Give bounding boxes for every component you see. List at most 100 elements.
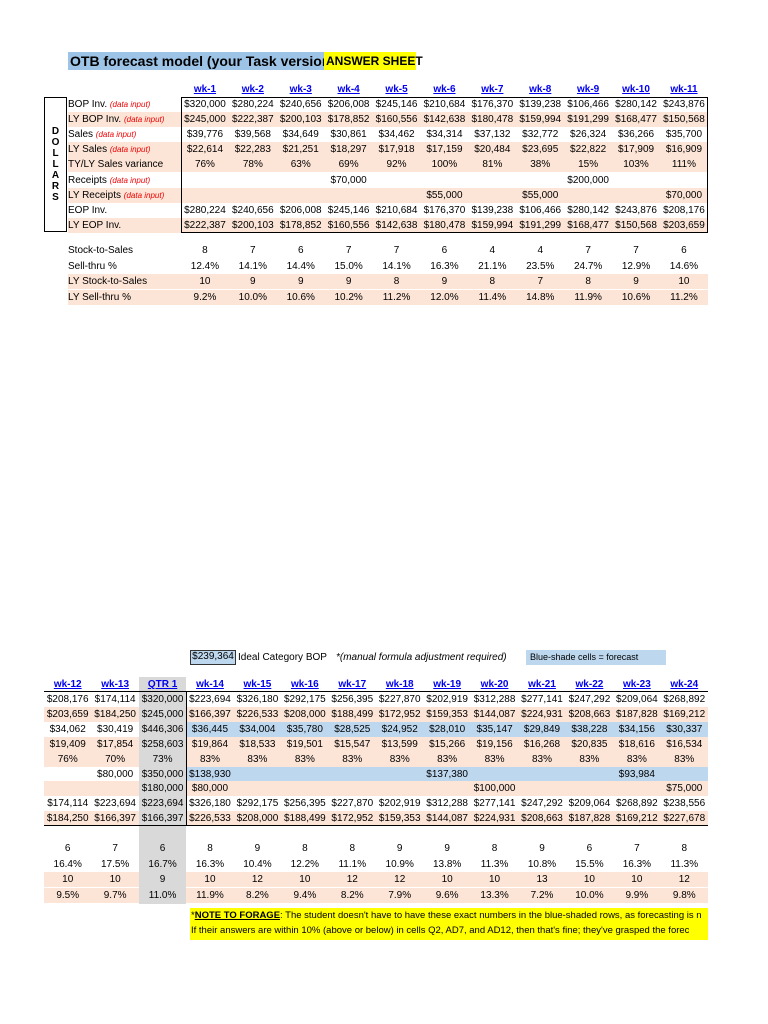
column-header-wk-22[interactable]: wk-22 <box>575 679 604 690</box>
data-cell[interactable]: 83% <box>247 753 268 765</box>
column-header-wk-2[interactable]: wk-2 <box>241 84 264 95</box>
data-cell[interactable]: $35,147 <box>476 723 513 735</box>
column-header-wk-10[interactable]: wk-10 <box>622 84 650 95</box>
data-cell[interactable]: $34,462 <box>378 129 415 141</box>
data-cell[interactable]: 73% <box>152 753 173 765</box>
stat-cell[interactable]: 15.0% <box>334 260 363 272</box>
column-header-QTR-1[interactable]: QTR 1 <box>147 679 178 690</box>
data-cell[interactable]: $206,008 <box>279 204 322 216</box>
data-cell[interactable]: $20,835 <box>571 738 608 750</box>
data-cell[interactable]: $320,000 <box>184 99 226 110</box>
data-cell[interactable]: $23,695 <box>522 144 559 156</box>
column-header-wk-8[interactable]: wk-8 <box>529 84 552 95</box>
stat-cell[interactable]: 10 <box>204 874 216 886</box>
stat-cell[interactable]: 9.4% <box>293 889 317 901</box>
stat-cell[interactable]: 9.6% <box>435 889 459 901</box>
data-cell[interactable]: $166,397 <box>94 813 136 825</box>
stat-cell[interactable]: 8 <box>491 843 498 854</box>
stat-cell[interactable]: 9 <box>633 276 639 288</box>
data-cell[interactable]: $18,533 <box>239 738 276 750</box>
data-cell[interactable]: $166,397 <box>189 708 231 720</box>
data-cell[interactable]: $240,656 <box>231 204 274 216</box>
stat-cell[interactable]: 17.5% <box>100 858 130 870</box>
stat-cell[interactable]: 7 <box>112 843 118 854</box>
data-cell[interactable]: $34,314 <box>426 129 463 141</box>
data-cell[interactable]: 92% <box>386 159 407 171</box>
data-cell[interactable]: $208,176 <box>46 694 89 705</box>
data-cell[interactable]: $280,142 <box>567 204 609 216</box>
data-cell[interactable]: $24,952 <box>381 723 418 735</box>
data-cell[interactable]: $29,849 <box>523 723 561 735</box>
data-cell[interactable]: $326,180 <box>189 798 231 810</box>
stat-cell[interactable]: 8.2% <box>246 889 269 901</box>
column-header-wk-15[interactable]: wk-15 <box>243 679 272 690</box>
data-cell[interactable]: 103% <box>623 159 649 171</box>
data-cell[interactable]: $159,353 <box>426 708 468 720</box>
data-cell[interactable]: $277,141 <box>473 798 516 810</box>
data-cell[interactable]: $137,380 <box>426 768 468 780</box>
data-cell[interactable]: $160,556 <box>327 219 370 231</box>
data-cell[interactable]: $247,292 <box>568 694 611 705</box>
data-cell[interactable]: $22,614 <box>186 144 224 156</box>
data-cell[interactable]: $238,556 <box>663 798 706 810</box>
stat-cell[interactable]: 11.9% <box>196 889 224 901</box>
stat-cell[interactable]: 12.0% <box>430 291 459 303</box>
stat-cell[interactable]: 11.4% <box>478 291 507 303</box>
stat-cell[interactable]: 9 <box>254 843 261 854</box>
data-cell[interactable]: $35,700 <box>665 129 703 141</box>
stat-cell[interactable]: 8 <box>681 843 688 854</box>
data-cell[interactable]: $17,854 <box>97 738 134 750</box>
stat-cell[interactable]: 11.2% <box>382 291 411 303</box>
data-cell[interactable]: $17,918 <box>378 144 415 156</box>
stat-cell[interactable]: 21.1% <box>478 260 507 272</box>
data-cell[interactable]: $178,852 <box>327 114 370 126</box>
stat-cell[interactable]: 7 <box>537 276 544 288</box>
stat-cell[interactable]: 10 <box>441 874 453 886</box>
column-header-wk-20[interactable]: wk-20 <box>480 679 509 690</box>
column-header-wk-11[interactable]: wk-11 <box>670 84 698 95</box>
data-cell[interactable]: $222,387 <box>184 219 226 231</box>
stat-cell[interactable]: 12.9% <box>621 260 651 272</box>
data-cell[interactable]: 76% <box>194 159 215 171</box>
data-cell[interactable]: $55,000 <box>426 189 463 201</box>
column-header-wk-5[interactable]: wk-5 <box>385 84 408 95</box>
data-cell[interactable]: 78% <box>242 159 263 171</box>
data-cell[interactable]: 70% <box>105 753 126 765</box>
stat-cell[interactable]: 9 <box>444 843 450 854</box>
column-header-wk-21[interactable]: wk-21 <box>528 679 556 690</box>
stat-cell[interactable]: 7 <box>345 245 352 256</box>
data-cell[interactable]: $168,477 <box>567 219 609 231</box>
data-cell[interactable]: $227,678 <box>663 813 706 825</box>
column-header-wk-14[interactable]: wk-14 <box>196 679 224 690</box>
column-header-wk-9[interactable]: wk-9 <box>577 84 600 95</box>
stat-cell[interactable]: 23.5% <box>526 260 555 272</box>
column-header-wk-4[interactable]: wk-4 <box>337 84 360 95</box>
stat-cell[interactable]: 10.6% <box>286 291 315 303</box>
data-cell[interactable]: $203,659 <box>46 708 89 720</box>
data-cell[interactable]: $200,103 <box>279 114 322 126</box>
stat-cell[interactable]: 16.4% <box>53 858 82 870</box>
data-cell[interactable]: 83% <box>626 753 647 765</box>
stat-cell[interactable]: 9 <box>159 874 166 886</box>
stat-cell[interactable]: 14.8% <box>526 291 555 303</box>
data-cell[interactable]: $139,238 <box>519 99 562 110</box>
stat-cell[interactable]: 6 <box>441 245 448 256</box>
data-cell[interactable]: $39,776 <box>186 129 224 141</box>
data-cell[interactable]: $256,395 <box>283 798 326 810</box>
stat-cell[interactable]: 9 <box>441 276 448 288</box>
data-cell[interactable]: 63% <box>290 159 311 171</box>
data-cell[interactable]: $280,224 <box>184 204 226 216</box>
data-cell[interactable]: $19,409 <box>49 738 86 750</box>
stat-cell[interactable]: 8.2% <box>340 889 364 901</box>
data-cell[interactable]: $292,175 <box>236 798 279 810</box>
data-cell[interactable]: $245,000 <box>141 708 184 720</box>
stat-cell[interactable]: 9.9% <box>625 889 649 901</box>
stat-cell[interactable]: 10.0% <box>238 291 268 303</box>
stat-cell[interactable]: 14.1% <box>238 260 268 272</box>
data-cell[interactable]: $80,000 <box>97 768 134 780</box>
data-cell[interactable]: $174,114 <box>47 798 89 810</box>
data-cell[interactable]: 38% <box>530 159 551 171</box>
data-cell[interactable]: 83% <box>532 753 553 765</box>
data-cell[interactable]: 83% <box>342 753 363 765</box>
stat-cell[interactable]: 6 <box>297 245 304 256</box>
